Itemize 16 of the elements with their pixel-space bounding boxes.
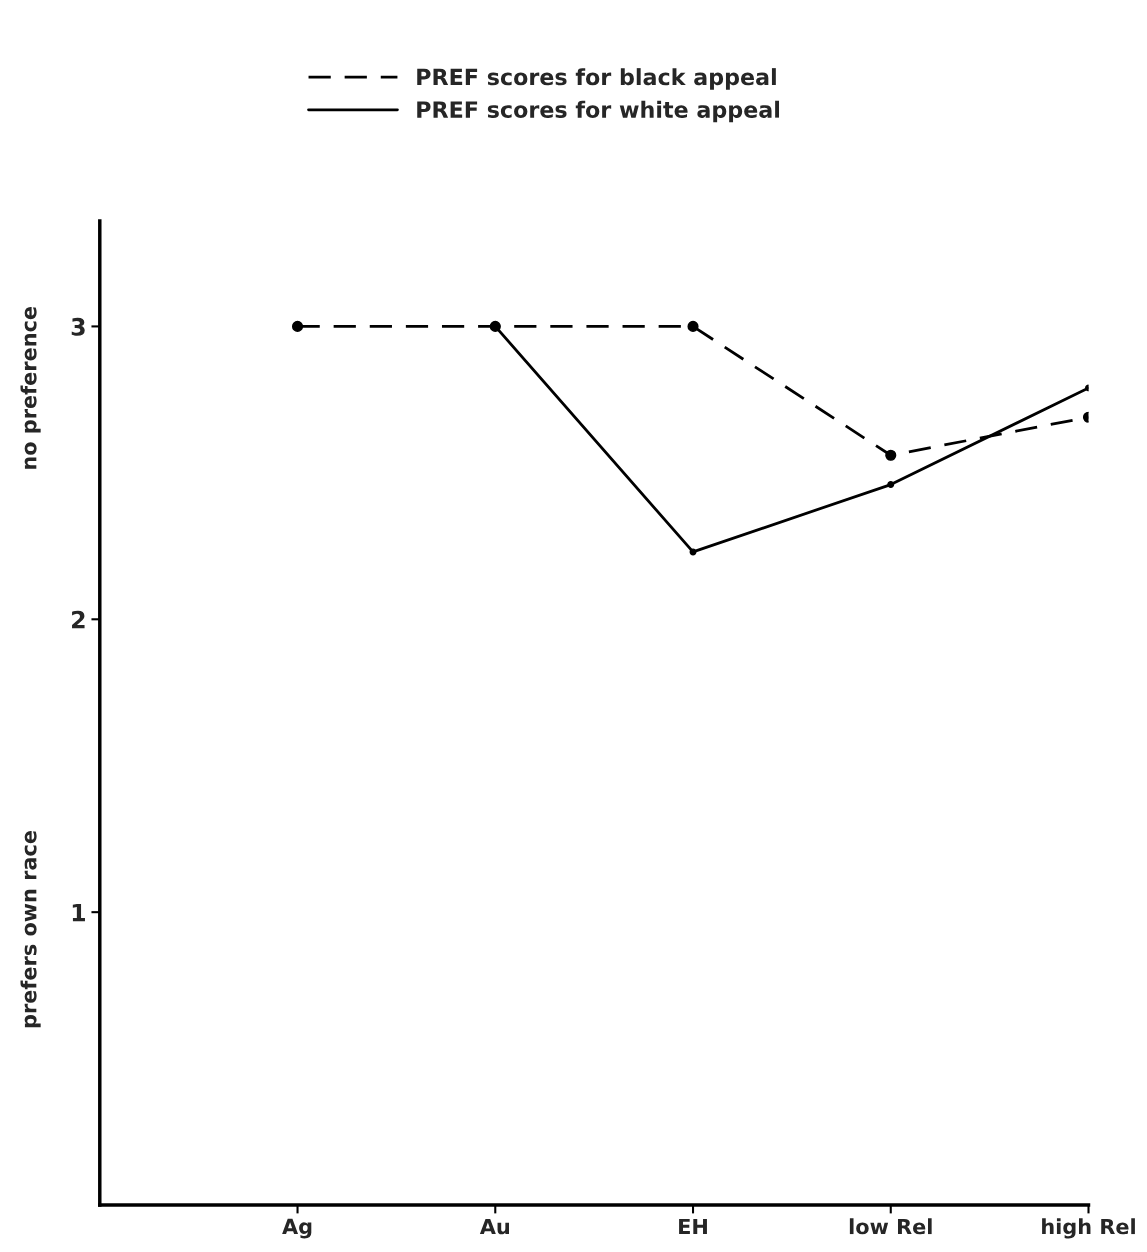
point (687, 320, 699, 332)
text: prefers own race (20, 831, 41, 1028)
legend-label: PREF scores for black appeal (417, 68, 776, 90)
text: no preference (20, 306, 41, 469)
x-tick-label: Ag (282, 1218, 312, 1239)
y-tick-label: 3 (71, 317, 85, 336)
point (887, 481, 895, 489)
point (291, 320, 304, 332)
x-tick-label: low Rel (849, 1218, 932, 1235)
legend-label: PREF scores for white appeal (417, 100, 780, 123)
y-tick-label: 2 (72, 610, 85, 629)
x-tick-label: EH (679, 1218, 707, 1235)
x-tick-label: Au (479, 1218, 509, 1235)
point (885, 449, 897, 461)
x-tick-label: high Rel (1042, 1218, 1135, 1239)
y-tick-label: 1 (72, 903, 85, 922)
